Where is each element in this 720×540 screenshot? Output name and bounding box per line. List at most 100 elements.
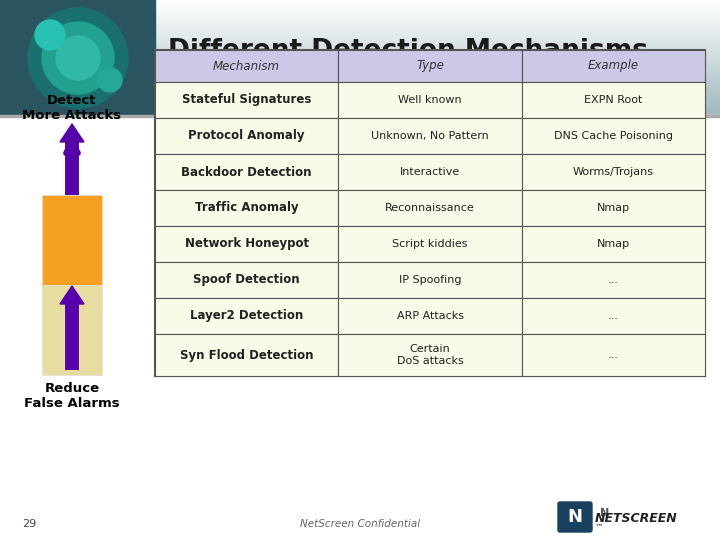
Bar	[0, 10, 720, 11]
Bar	[0, 101, 720, 102]
Bar	[0, 86, 720, 87]
Bar	[0, 36, 720, 37]
Bar	[0, 0, 720, 1]
Bar	[0, 8, 720, 9]
Bar	[0, 50, 720, 51]
Bar	[0, 75, 720, 76]
Text: Example: Example	[588, 59, 639, 72]
Bar	[0, 48, 720, 49]
Text: DNS Cache Poisoning: DNS Cache Poisoning	[554, 131, 672, 141]
Bar	[0, 21, 720, 22]
Bar	[0, 4, 720, 5]
Text: Unknown, No Pattern: Unknown, No Pattern	[371, 131, 489, 141]
Text: ...: ...	[608, 311, 618, 321]
Bar	[0, 84, 720, 85]
Bar	[0, 102, 720, 103]
Bar	[0, 78, 720, 79]
Bar	[0, 108, 720, 109]
Bar	[0, 94, 720, 95]
Bar	[0, 81, 720, 82]
Bar	[0, 95, 720, 96]
Bar	[0, 61, 720, 62]
Bar	[338, 154, 522, 190]
Bar	[0, 5, 720, 6]
Polygon shape	[60, 124, 84, 142]
Text: Interactive: Interactive	[400, 167, 460, 177]
Bar	[0, 25, 720, 26]
Bar	[0, 46, 720, 47]
Bar	[155, 226, 338, 262]
Bar	[155, 50, 705, 376]
Text: Detect
More Attacks: Detect More Attacks	[22, 94, 122, 122]
Bar	[0, 49, 720, 50]
Text: 29: 29	[22, 519, 36, 529]
Bar	[0, 40, 720, 41]
Bar	[0, 2, 720, 3]
Bar	[0, 57, 720, 58]
Bar	[0, 13, 720, 14]
Bar	[0, 31, 720, 32]
Bar	[0, 106, 720, 107]
Bar	[0, 38, 720, 39]
Bar	[522, 334, 705, 376]
Bar	[0, 18, 720, 19]
Bar	[155, 190, 338, 226]
Bar	[0, 92, 720, 93]
Bar	[0, 19, 720, 20]
Bar	[0, 51, 720, 52]
Bar	[522, 262, 705, 298]
Bar	[0, 60, 720, 61]
Text: Reconnaissance: Reconnaissance	[385, 203, 475, 213]
Bar	[522, 82, 705, 118]
FancyBboxPatch shape	[558, 502, 592, 532]
Bar	[338, 226, 522, 262]
Bar	[0, 43, 720, 44]
Bar	[0, 77, 720, 78]
Bar	[338, 50, 522, 82]
Bar	[42, 195, 102, 285]
Bar	[0, 37, 720, 38]
Bar	[522, 226, 705, 262]
Text: IP Spoofing: IP Spoofing	[399, 275, 462, 285]
Bar	[0, 93, 720, 94]
Bar	[0, 28, 720, 29]
Text: A Must: A Must	[168, 78, 271, 104]
Bar	[338, 262, 522, 298]
Bar	[338, 118, 522, 154]
Text: Certain
DoS attacks: Certain DoS attacks	[397, 344, 464, 366]
Text: ...: ...	[608, 275, 618, 285]
Text: EXPN Root: EXPN Root	[584, 95, 642, 105]
Bar	[0, 110, 720, 111]
Bar	[0, 67, 720, 68]
Bar	[0, 34, 720, 35]
Text: Spoof Detection: Spoof Detection	[194, 273, 300, 287]
Bar	[0, 85, 720, 86]
Text: Traffic Anomaly: Traffic Anomaly	[195, 201, 299, 214]
Bar	[0, 14, 720, 15]
Bar	[0, 52, 720, 53]
Bar	[0, 12, 720, 13]
Bar	[0, 90, 720, 91]
Bar	[0, 99, 720, 100]
Text: NetScreen Confidential: NetScreen Confidential	[300, 519, 420, 529]
Bar	[522, 190, 705, 226]
Bar	[0, 16, 720, 17]
Bar	[0, 22, 720, 23]
Bar	[0, 83, 720, 84]
Text: NETSCREEN: NETSCREEN	[595, 512, 678, 525]
Bar	[0, 62, 720, 63]
Text: Protocol Anomaly: Protocol Anomaly	[189, 130, 305, 143]
Bar	[0, 41, 720, 42]
Bar	[338, 190, 522, 226]
Circle shape	[98, 68, 122, 92]
Bar	[0, 58, 720, 59]
Bar	[0, 113, 720, 114]
Bar	[0, 33, 720, 34]
Circle shape	[28, 8, 128, 108]
Bar	[155, 82, 338, 118]
Bar	[0, 45, 720, 46]
Bar	[0, 96, 720, 97]
Bar	[0, 23, 720, 24]
Bar	[0, 29, 720, 30]
Text: Nmap: Nmap	[597, 203, 630, 213]
